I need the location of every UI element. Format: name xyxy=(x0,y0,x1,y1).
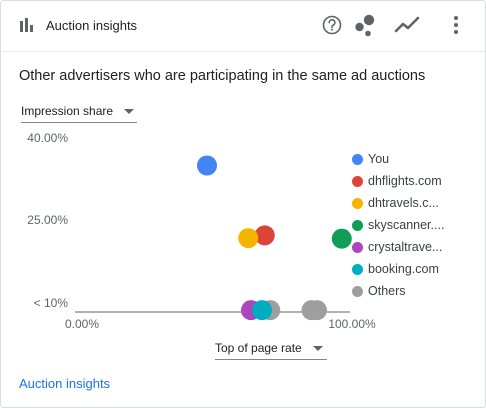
bar-chart-icon xyxy=(20,18,33,32)
scatter-chart: 40.00% 25.00% < 10% 0.00% 100.00% xyxy=(27,131,376,331)
help-button[interactable] xyxy=(318,11,346,39)
y-metric-label: Impression share xyxy=(21,104,114,118)
legend-swatch xyxy=(352,198,363,209)
legend-item[interactable]: crystaltrave... xyxy=(351,239,481,261)
legend-label: dhtravels.c... xyxy=(368,196,439,210)
legend-item[interactable]: You xyxy=(351,151,481,173)
x-metric-dropdown[interactable]: Top of page rate xyxy=(215,341,327,360)
more-vert-icon xyxy=(454,16,458,34)
legend-label: You xyxy=(368,152,390,166)
y-tick-label: 25.00% xyxy=(27,213,68,227)
help-icon xyxy=(322,15,342,35)
legend-label: booking.com xyxy=(368,262,439,276)
legend-swatch xyxy=(352,242,363,253)
x-tick-label: 0.00% xyxy=(65,317,99,331)
legend-swatch xyxy=(352,286,363,297)
chart-subtitle: Other advertisers who are participating … xyxy=(19,68,426,84)
legend-label: skyscanner.... xyxy=(368,218,445,232)
auction-insights-link[interactable]: Auction insights xyxy=(19,376,111,391)
data-point xyxy=(254,225,275,246)
dropdown-caret-icon xyxy=(313,346,323,351)
legend-item[interactable]: booking.com xyxy=(351,261,481,283)
data-point xyxy=(252,300,272,321)
legend-label: dhflights.com xyxy=(368,174,442,188)
legend-swatch xyxy=(352,220,363,231)
legend-swatch xyxy=(352,264,363,275)
chart-legend: You dhflights.com dhtravels.c... skyscanner… xyxy=(351,151,481,305)
y-tick-label: 40.00% xyxy=(27,131,68,145)
data-point xyxy=(197,155,217,176)
y-metric-dropdown[interactable]: Impression share xyxy=(21,104,137,123)
scatter-chart-icon xyxy=(355,14,375,37)
card-header: Auction insights xyxy=(1,1,485,52)
legend-item[interactable]: dhtravels.c... xyxy=(351,195,481,217)
data-point xyxy=(331,228,352,249)
legend-item[interactable]: skyscanner.... xyxy=(351,217,481,239)
legend-item[interactable]: Others xyxy=(351,283,481,305)
more-options-button[interactable] xyxy=(442,11,470,39)
y-tick-label: < 10% xyxy=(34,296,69,310)
line-chart-icon xyxy=(394,16,420,33)
x-metric-label: Top of page rate xyxy=(215,341,302,355)
line-view-button[interactable] xyxy=(393,11,421,39)
card-title: Auction insights xyxy=(46,18,138,33)
legend-item[interactable]: dhflights.com xyxy=(351,173,481,195)
data-point xyxy=(307,300,327,321)
x-tick-label: 100.00% xyxy=(328,317,376,331)
dropdown-caret-icon xyxy=(124,109,134,114)
legend-label: Others xyxy=(368,284,406,298)
scatter-view-button[interactable] xyxy=(351,11,379,39)
legend-swatch xyxy=(352,176,363,187)
legend-swatch xyxy=(352,154,363,165)
legend-label: crystaltrave... xyxy=(368,240,443,254)
data-point xyxy=(238,228,259,249)
